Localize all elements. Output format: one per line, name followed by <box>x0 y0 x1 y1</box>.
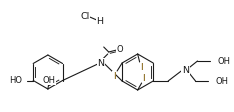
Text: N: N <box>97 58 104 68</box>
Text: N: N <box>182 66 189 74</box>
Text: I: I <box>140 62 143 71</box>
Text: H: H <box>96 16 103 26</box>
Text: HO: HO <box>9 76 22 85</box>
Text: OH: OH <box>42 75 55 84</box>
Text: I: I <box>142 73 145 83</box>
Text: OH: OH <box>216 76 228 85</box>
Text: O: O <box>116 44 123 54</box>
Text: I: I <box>113 71 116 81</box>
Text: Cl: Cl <box>80 12 89 20</box>
Text: OH: OH <box>217 56 230 66</box>
